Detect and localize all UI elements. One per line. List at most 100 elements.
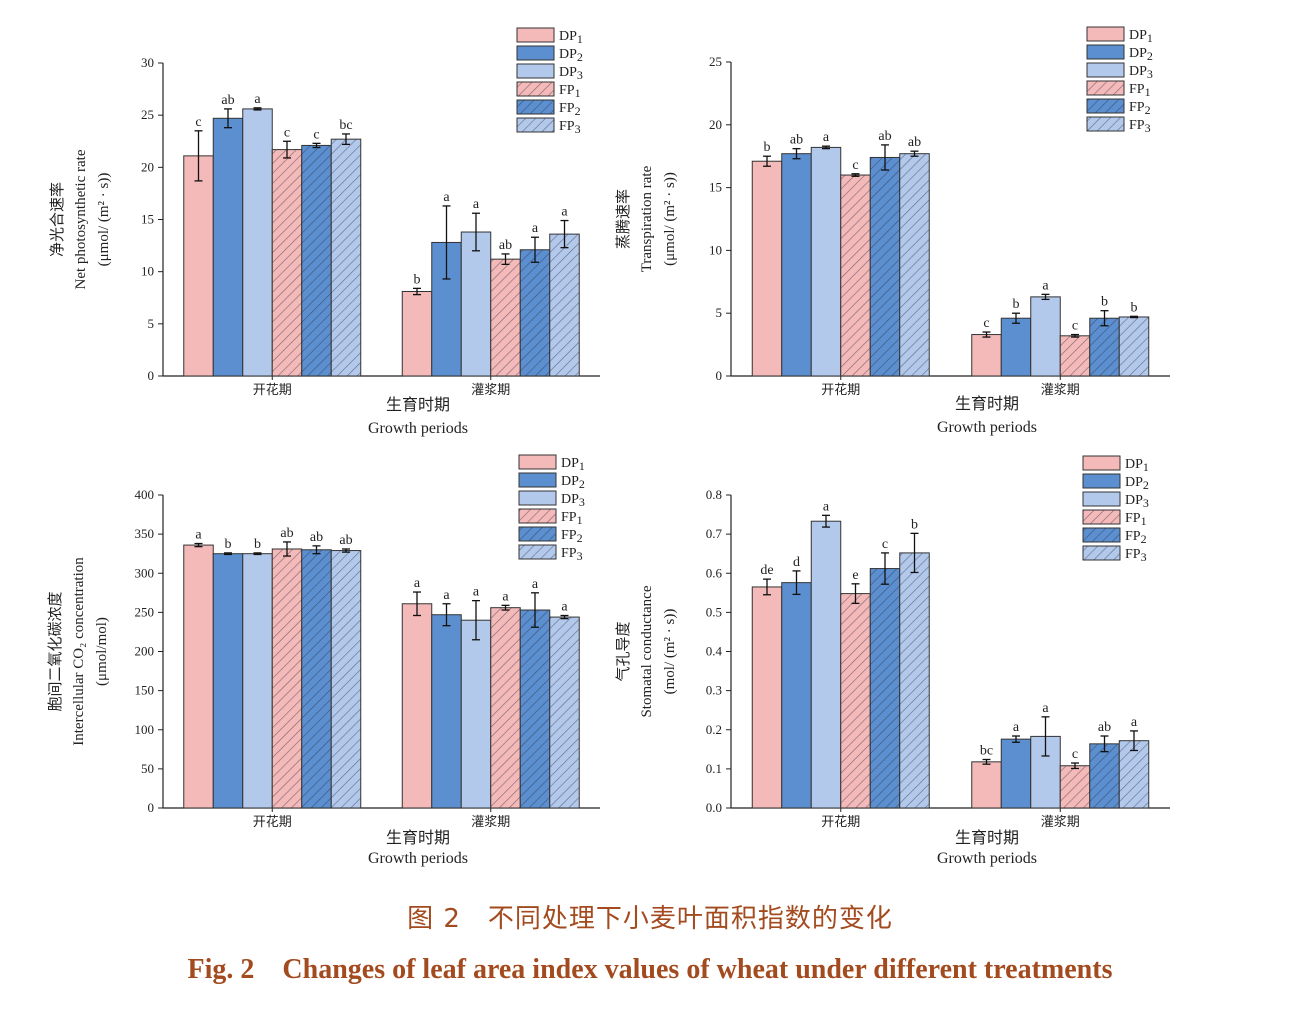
significance-letter: a [1013,720,1020,735]
significance-letter: a [1131,715,1138,730]
legend-swatch-fp2 [518,526,557,542]
legend-swatch-fp2 [1086,98,1125,114]
y-axis-title-cn: 气孔导度 [615,621,632,681]
legend-swatch-fp2 [1082,527,1121,543]
bar-fp3 [549,616,580,809]
figure-caption-en: Fig. 2 Changes of leaf area index values… [187,954,1113,985]
significance-letter: a [443,588,450,603]
legend-label-fp1: FP1 [1129,82,1151,99]
significance-letter: ab [790,133,803,148]
significance-letter: d [793,555,800,570]
y-axis-title-cn: 胞间二氧化碳浓度 [47,591,64,711]
legend-swatch-dp2 [1086,44,1125,60]
significance-letter: b [1013,297,1020,312]
y-axis-title-en: Net photosynthetic rate [73,149,89,289]
y-tick-label: 30 [141,55,154,70]
significance-letter: a [561,205,568,220]
legend-label-fp1: FP1 [559,83,581,100]
y-axis-title-en: Intercellular CO₂ concentration [71,557,87,746]
x-tick-label: 开花期 [821,382,860,397]
legend-swatch-dp3 [518,490,557,506]
bar-dp3 [242,553,273,809]
significance-letter: b [414,272,421,287]
y-axis-title-cn: 净光合速率 [49,182,66,257]
bar-fp1 [1059,335,1091,377]
y-axis-unit: (mol/ (m² · s)) [662,609,678,695]
bar-fp2 [1089,743,1120,809]
y-tick-label: 5 [148,316,155,331]
bar-fp2 [519,609,551,809]
bar-fp1 [1059,765,1091,809]
y-tick-label: 0.5 [706,604,722,619]
x-axis-title-en: Growth periods [368,420,468,437]
y-tick-label: 0.0 [706,800,722,815]
legend-swatch-dp2 [518,472,557,488]
y-tick-label: 0 [148,800,155,815]
significance-letter: a [532,221,539,236]
y-axis-title-en: Transpiration rate [639,165,655,272]
bar-fp2 [301,144,332,377]
legend-label-dp3: DP3 [1125,493,1149,510]
bar-fp1 [840,593,871,809]
y-axis-unit: (μmol/mol) [94,617,110,686]
significance-letter: c [1072,319,1078,334]
legend-swatch-fp1 [518,508,557,524]
legend-label-dp2: DP2 [561,474,585,491]
y-tick-label: 15 [709,180,722,195]
bar-dp1 [183,155,214,377]
significance-letter: de [760,563,773,578]
legend-label-dp1: DP1 [1129,28,1153,45]
bar-dp3 [460,231,492,377]
bar-dp1 [971,334,1002,377]
legend-label-dp1: DP1 [561,456,585,473]
legend-label-fp2: FP2 [1125,529,1147,546]
x-tick-label: 灌浆期 [471,814,510,829]
legend-label-dp3: DP3 [1129,64,1153,81]
x-axis-title-en: Growth periods [937,419,1037,436]
legend-label-fp3: FP3 [1125,547,1147,564]
y-tick-label: 350 [135,526,155,541]
bar-dp2 [212,553,244,809]
bar-fp2 [869,568,901,809]
y-tick-label: 10 [709,242,722,257]
legend-swatch-fp3 [1082,545,1121,561]
significance-letter: c [1072,747,1078,762]
legend-swatch-dp3 [516,63,555,79]
legend-swatch-fp3 [518,544,557,560]
bar-dp1 [971,761,1002,809]
significance-letter: ab [221,93,234,108]
y-tick-label: 200 [135,644,155,659]
legend-swatch-dp3 [1086,62,1125,78]
significance-letter: a [443,190,450,205]
bar-dp3 [242,108,273,377]
significance-letter: a [561,600,568,615]
bar-fp3 [1118,316,1150,377]
significance-letter: ab [339,533,352,548]
chart-panel-1: 0 5 10 15 20 25 30 开花期 c ab a c c bc 灌浆期 b a a ab a a 生育时期 Gro… [49,27,600,437]
significance-letter: a [823,130,830,145]
significance-letter: b [225,537,232,552]
y-tick-label: 250 [135,604,155,619]
y-axis-unit: (μmol/ (m² · s)) [662,172,678,266]
y-tick-label: 20 [709,117,722,132]
bar-dp2 [1000,738,1032,809]
legend-label-fp1: FP1 [1125,511,1147,528]
bar-dp2 [212,117,244,377]
legend-swatch-fp1 [1082,509,1121,525]
legend-label-fp2: FP2 [1129,100,1151,117]
y-tick-label: 20 [141,159,154,174]
legend-swatch-dp1 [518,454,557,470]
legend-label-fp3: FP3 [561,546,583,563]
x-axis-title-cn: 生育时期 [386,829,450,847]
significance-letter: a [502,589,509,604]
significance-letter: bc [980,743,993,758]
legend-label-fp3: FP3 [559,119,581,136]
y-axis-unit: (μmol/ (m² · s)) [96,173,112,267]
legend-label-fp2: FP2 [559,101,581,118]
significance-letter: b [1131,300,1138,315]
significance-letter: b [911,517,918,532]
bar-fp1 [840,174,871,377]
y-tick-label: 0.8 [706,487,722,502]
legend-label-dp2: DP2 [1125,475,1149,492]
